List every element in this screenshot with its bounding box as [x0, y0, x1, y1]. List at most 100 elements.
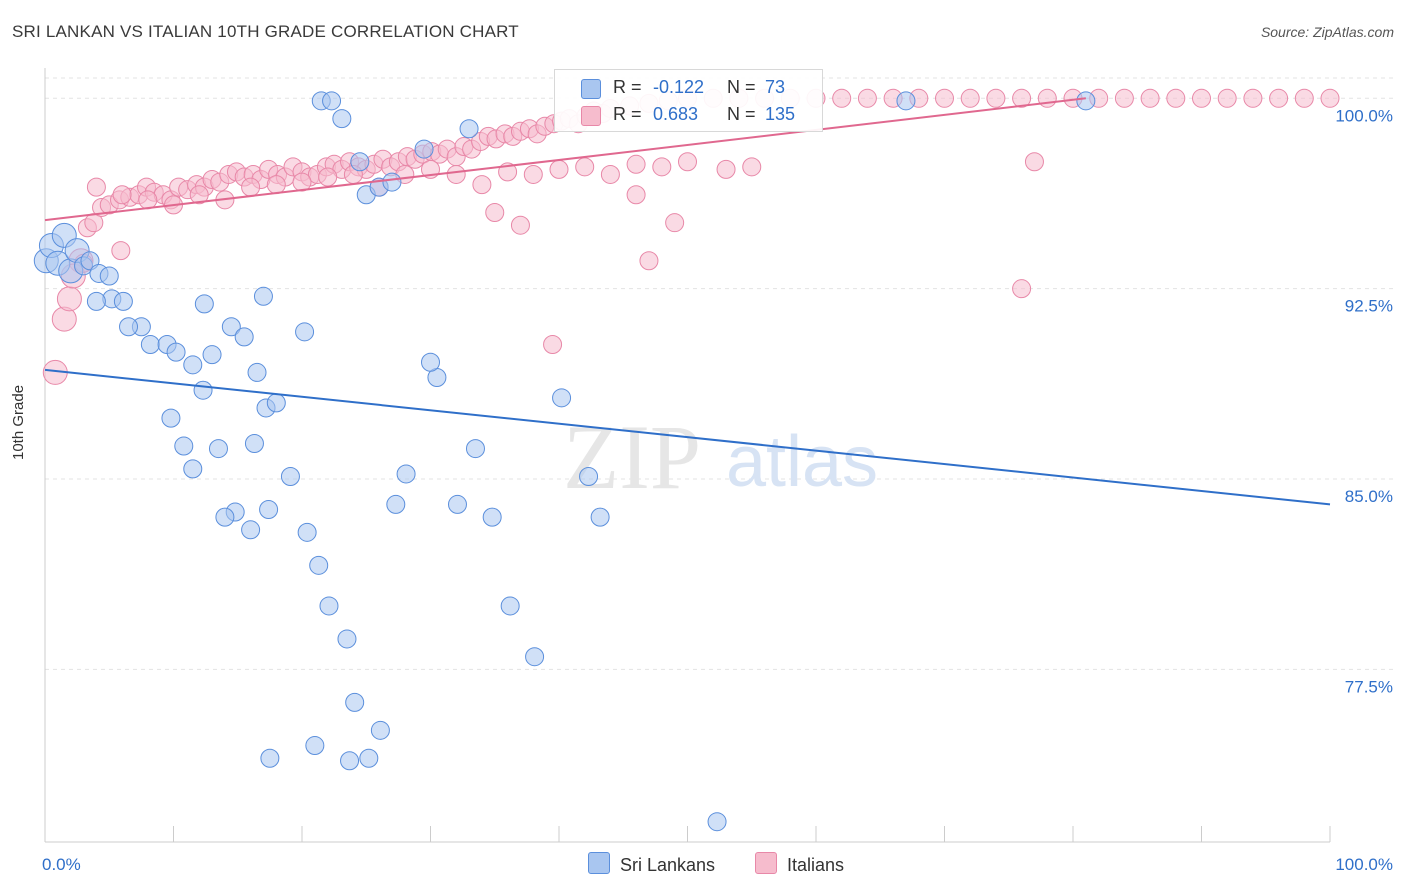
italians-point	[549, 159, 569, 179]
y-tick-label: 77.5%	[1345, 677, 1393, 696]
sri-lankans-point	[208, 439, 228, 459]
italians-point	[292, 172, 312, 192]
italians-point	[1320, 88, 1340, 108]
sri-lankans-point	[707, 812, 727, 832]
x-tick-label: 0.0%	[42, 855, 81, 874]
r-label: R =	[613, 104, 642, 124]
italians-point	[1012, 279, 1032, 299]
italians-point	[446, 164, 466, 184]
legend-swatch-italians	[755, 852, 777, 874]
x-tick-label: 100.0%	[1335, 855, 1393, 874]
sri-lankans-point	[113, 291, 133, 311]
sri-lankans-point	[86, 291, 106, 311]
sri-lankans-point	[166, 342, 186, 362]
sri-lankans-point	[174, 436, 194, 456]
n-value: 135	[765, 104, 796, 124]
italians-point	[1217, 88, 1237, 108]
r-value: 0.683	[653, 104, 699, 124]
italians-point	[472, 175, 492, 195]
sri-lankans-point	[1076, 91, 1096, 111]
sri-lankans-point	[340, 751, 360, 771]
italians-point	[1166, 88, 1186, 108]
n-label: N =	[727, 77, 756, 97]
italians-point	[1012, 88, 1032, 108]
sri-lankans-point	[386, 494, 406, 514]
legend-item-italians: Italians	[755, 852, 844, 876]
italians-point	[318, 167, 338, 187]
sri-lankans-point	[447, 494, 467, 514]
sri-lankans-swatch	[581, 79, 601, 99]
sri-lankans-point	[896, 91, 916, 111]
italians-point	[857, 88, 877, 108]
y-axis-label: 10th Grade	[10, 384, 27, 460]
watermark: ZIP atlas	[563, 406, 878, 508]
italians-point	[523, 164, 543, 184]
sri-lankans-point	[99, 266, 119, 286]
italians-point	[960, 88, 980, 108]
sri-lankans-point	[337, 629, 357, 649]
r-label: R =	[613, 77, 642, 97]
sri-lankans-point	[234, 327, 254, 347]
italians-point	[266, 175, 286, 195]
r-value: -0.122	[653, 77, 705, 97]
sri-lankans-point	[482, 507, 502, 527]
sri-lankans-point	[319, 596, 339, 616]
stats-box: R = -0.122 N = 73 R = 0.683 N = 135	[554, 69, 823, 132]
sri-lankans-point	[465, 439, 485, 459]
sri-lankans-points	[33, 91, 1096, 832]
stats-row-sri-lankans: R = -0.122 N = 73	[555, 75, 822, 101]
italians-point	[1114, 88, 1134, 108]
sri-lankans-point	[414, 139, 434, 159]
sri-lankans-point	[579, 466, 599, 486]
italians-point	[652, 157, 672, 177]
italians-point	[241, 177, 261, 197]
sri-lankans-point	[183, 459, 203, 479]
tick-labels: 77.5% 85.0% 92.5% 100.0% 0.0% 100.0%	[42, 106, 1393, 874]
italians-point	[1192, 88, 1211, 108]
sri-lankans-point	[253, 286, 273, 306]
sri-lankans-point	[119, 317, 139, 337]
italians-point	[742, 157, 762, 177]
italians-trend-line	[44, 97, 1086, 222]
n-label: N =	[727, 104, 756, 124]
sri-lankans-point	[266, 393, 286, 413]
italians-point	[138, 190, 158, 210]
italians-point	[111, 241, 131, 261]
italians-point	[510, 215, 530, 235]
sri-lankans-point	[241, 520, 261, 540]
italians-point	[678, 152, 697, 172]
y-tick-label: 92.5%	[1345, 297, 1393, 316]
y-tick-label: 100.0%	[1335, 106, 1393, 125]
italians-point	[935, 88, 954, 108]
watermark-zip: ZIP	[563, 406, 701, 508]
legend-swatch-sri-lankans	[588, 852, 610, 874]
italians-point	[112, 185, 132, 205]
sri-lankans-point	[345, 692, 365, 712]
italians-point	[56, 286, 82, 312]
sri-lankans-point	[260, 748, 280, 768]
sri-lankans-trend-line	[44, 368, 1331, 506]
sri-lankans-point	[370, 720, 390, 740]
italians-swatch	[581, 106, 601, 126]
sri-lankans-point	[525, 647, 545, 667]
sri-lankans-point	[259, 499, 279, 519]
italians-point	[189, 185, 209, 205]
italians-point	[600, 164, 620, 184]
stats-row-italians: R = 0.683 N = 135	[555, 102, 822, 128]
italians-point	[639, 251, 659, 271]
italians-point	[665, 213, 685, 233]
italians-point	[832, 88, 852, 108]
sri-lankans-point	[332, 109, 352, 129]
trend-lines	[44, 97, 1331, 506]
sri-lankans-point	[382, 172, 402, 192]
sri-lankans-point	[359, 748, 379, 768]
italians-point	[716, 159, 736, 179]
sri-lankans-point	[396, 464, 416, 484]
axes	[44, 68, 1331, 843]
source-label: Source: ZipAtlas.com	[1260, 24, 1394, 40]
sri-lankans-point	[350, 152, 370, 172]
legend-label: Sri Lankans	[620, 855, 716, 875]
italians-point	[86, 177, 106, 197]
italians-point	[1294, 88, 1314, 108]
